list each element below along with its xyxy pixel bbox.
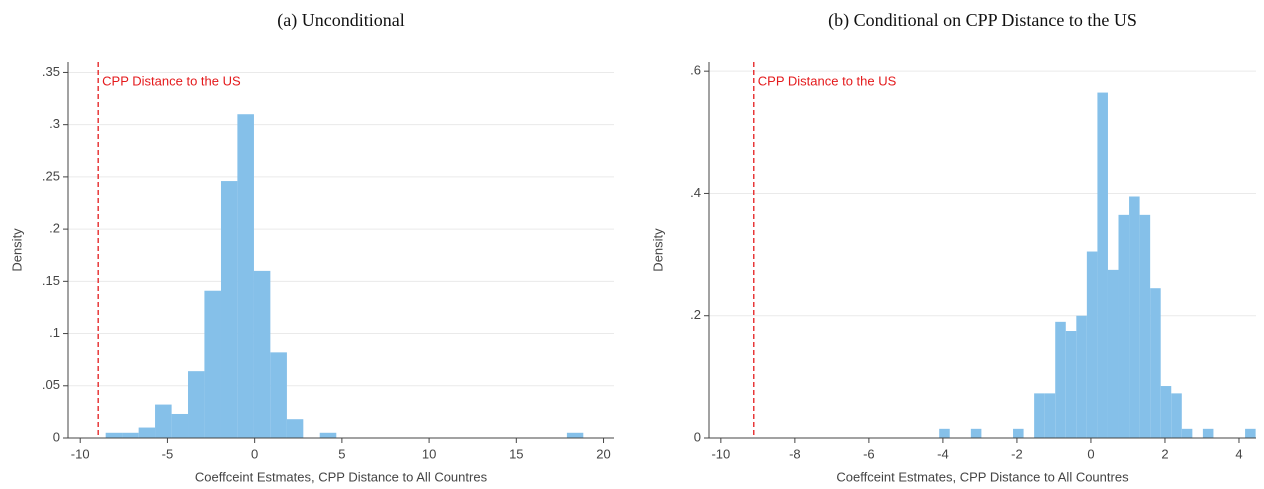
bar [1160, 386, 1172, 438]
bar [1086, 251, 1098, 438]
bar [1181, 428, 1193, 438]
x-tick-label: -2 [1011, 446, 1023, 461]
bar [1107, 269, 1119, 438]
x-tick-label: 15 [509, 446, 523, 461]
y-axis-label: Density [9, 228, 24, 272]
annotation: CPP Distance to the US [758, 73, 897, 88]
x-tick-label: 0 [1087, 446, 1094, 461]
bar [1097, 92, 1108, 439]
x-tick-label: 20 [596, 446, 610, 461]
bar [122, 432, 139, 438]
x-axis-label: Coeffceint Estmates, CPP Distance to All… [195, 469, 488, 484]
bar [1055, 321, 1066, 438]
bar [253, 270, 271, 438]
x-tick-label: -10 [711, 446, 730, 461]
y-tick-label: .2 [49, 221, 60, 236]
x-tick-label: -4 [937, 446, 949, 461]
x-axis-label: Coeffceint Estmates, CPP Distance to All… [836, 469, 1129, 484]
y-tick-label: .25 [42, 168, 60, 183]
y-tick-label: .35 [42, 64, 60, 79]
x-tick-label: 2 [1161, 446, 1168, 461]
bar [319, 432, 337, 438]
bar [138, 427, 156, 438]
x-tick-label: 10 [422, 446, 436, 461]
bar [270, 352, 287, 438]
bar [1202, 428, 1214, 438]
bar [220, 181, 238, 439]
bar [188, 371, 205, 438]
bar [566, 432, 584, 438]
bar [1044, 393, 1056, 438]
y-tick-label: 0 [694, 429, 701, 444]
y-tick-label: .6 [690, 63, 701, 78]
x-tick-label: -6 [863, 446, 875, 461]
bar [105, 432, 123, 438]
y-tick-label: .15 [42, 273, 60, 288]
y-tick-label: .3 [49, 116, 60, 131]
bar [1245, 428, 1256, 438]
bar [204, 290, 221, 438]
y-axis-label: Density [650, 228, 665, 272]
y-tick-label: .1 [49, 325, 60, 340]
y-tick-label: .05 [42, 377, 60, 392]
bar [1171, 393, 1182, 438]
x-tick-label: 0 [251, 446, 258, 461]
chart-title: (b) Conditional on CPP Distance to the U… [828, 10, 1137, 31]
bar [1013, 428, 1024, 438]
bar [237, 114, 254, 438]
bar [1065, 331, 1077, 438]
chart-title: (a) Unconditional [277, 10, 404, 31]
x-tick-label: 5 [338, 446, 345, 461]
bar [970, 428, 982, 438]
x-tick-label: -8 [789, 446, 801, 461]
annotation: CPP Distance to the US [102, 73, 241, 88]
bar [155, 404, 172, 438]
bar [1129, 196, 1140, 438]
y-tick-label: .4 [690, 185, 701, 200]
y-tick-label: .2 [690, 307, 701, 322]
x-tick-label: 4 [1235, 446, 1242, 461]
y-tick-label: 0 [53, 429, 60, 444]
bar [939, 428, 950, 438]
bar [1076, 315, 1087, 438]
bar [1034, 393, 1045, 438]
bar [171, 413, 189, 438]
bar [1150, 288, 1161, 438]
bar [1139, 214, 1151, 438]
x-tick-label: -10 [71, 446, 90, 461]
bar [286, 419, 304, 438]
bar [1118, 214, 1130, 438]
x-tick-label: -5 [162, 446, 174, 461]
